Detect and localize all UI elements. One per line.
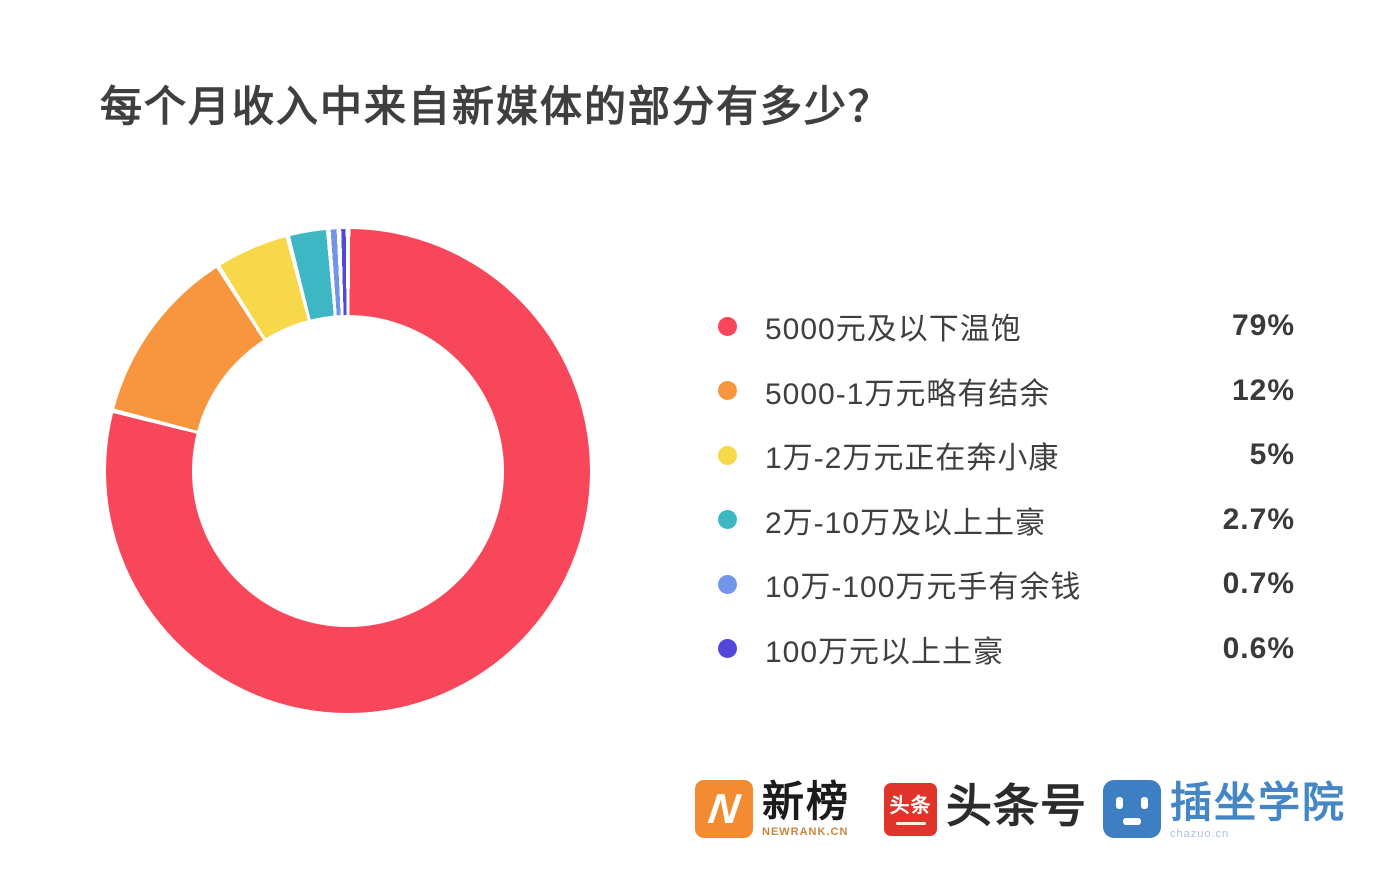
chazuo-logo-subtext: chazuo.cn — [1170, 828, 1230, 841]
chazuo-face-left-eye — [1116, 797, 1123, 809]
toutiao-logo: 头条 头条号 — [884, 780, 1087, 836]
toutiao-logo-text: 头条号 — [946, 780, 1087, 832]
legend-row: 5000-1万元略有结余 12% — [705, 359, 1295, 424]
toutiao-icon-text: 头条 — [889, 794, 932, 817]
legend-color-dot — [718, 639, 737, 659]
legend-value: 2.7% — [1222, 502, 1295, 536]
legend-color-dot — [718, 316, 737, 336]
newrank-n-icon: N — [695, 780, 753, 838]
newrank-n-glyph: N — [705, 785, 743, 832]
legend-label: 10万-100万元手有余钱 — [765, 571, 1082, 605]
legend-color-dot — [718, 574, 737, 594]
toutiao-icon-bar — [895, 821, 926, 825]
legend-value: 79% — [1231, 309, 1295, 343]
chart-title: 每个月收入中来自新媒体的部分有多少？ — [100, 83, 893, 130]
legend-row: 100万元以上土豪 0.6% — [705, 617, 1295, 682]
donut-hole — [192, 315, 504, 627]
legend-row: 1万-2万元正在奔小康 5% — [705, 423, 1295, 488]
chazuo-logo-text: 插坐学院 — [1170, 779, 1347, 826]
legend-row: 10万-100万元手有余钱 0.7% — [705, 552, 1295, 617]
newrank-logo: N 新榜 NEWRANK.CN — [695, 778, 851, 839]
chazuo-logo: 插坐学院 chazuo.cn — [1103, 779, 1347, 841]
donut-chart — [106, 229, 590, 713]
legend-color-dot — [718, 381, 737, 401]
chazuo-face-mouth — [1123, 818, 1141, 825]
legend-value: 0.6% — [1222, 631, 1295, 665]
chazuo-face-icon — [1103, 780, 1161, 838]
legend-label: 100万元以上土豪 — [765, 635, 1005, 669]
chazuo-face-right-eye — [1141, 797, 1148, 809]
legend-label: 5000-1万元略有结余 — [765, 377, 1051, 411]
toutiao-icon: 头条 — [884, 783, 937, 836]
legend-label: 5000元及以下温饱 — [765, 313, 1022, 347]
legend-row: 5000元及以下温饱 79% — [705, 294, 1295, 359]
legend-label: 2万-10万及以上土豪 — [765, 506, 1047, 540]
legend-value: 5% — [1249, 438, 1295, 472]
legend-color-dot — [718, 510, 737, 530]
legend-label: 1万-2万元正在奔小康 — [765, 442, 1060, 476]
newrank-logo-text: 新榜 — [762, 778, 851, 825]
legend-value: 12% — [1231, 373, 1295, 407]
legend-color-dot — [718, 445, 737, 465]
legend-value: 0.7% — [1222, 567, 1295, 601]
chart-legend: 5000元及以下温饱 79% 5000-1万元略有结余 12% 1万-2万元正在… — [705, 294, 1295, 681]
newrank-logo-subtext: NEWRANK.CN — [762, 826, 849, 839]
legend-row: 2万-10万及以上土豪 2.7% — [705, 488, 1295, 553]
